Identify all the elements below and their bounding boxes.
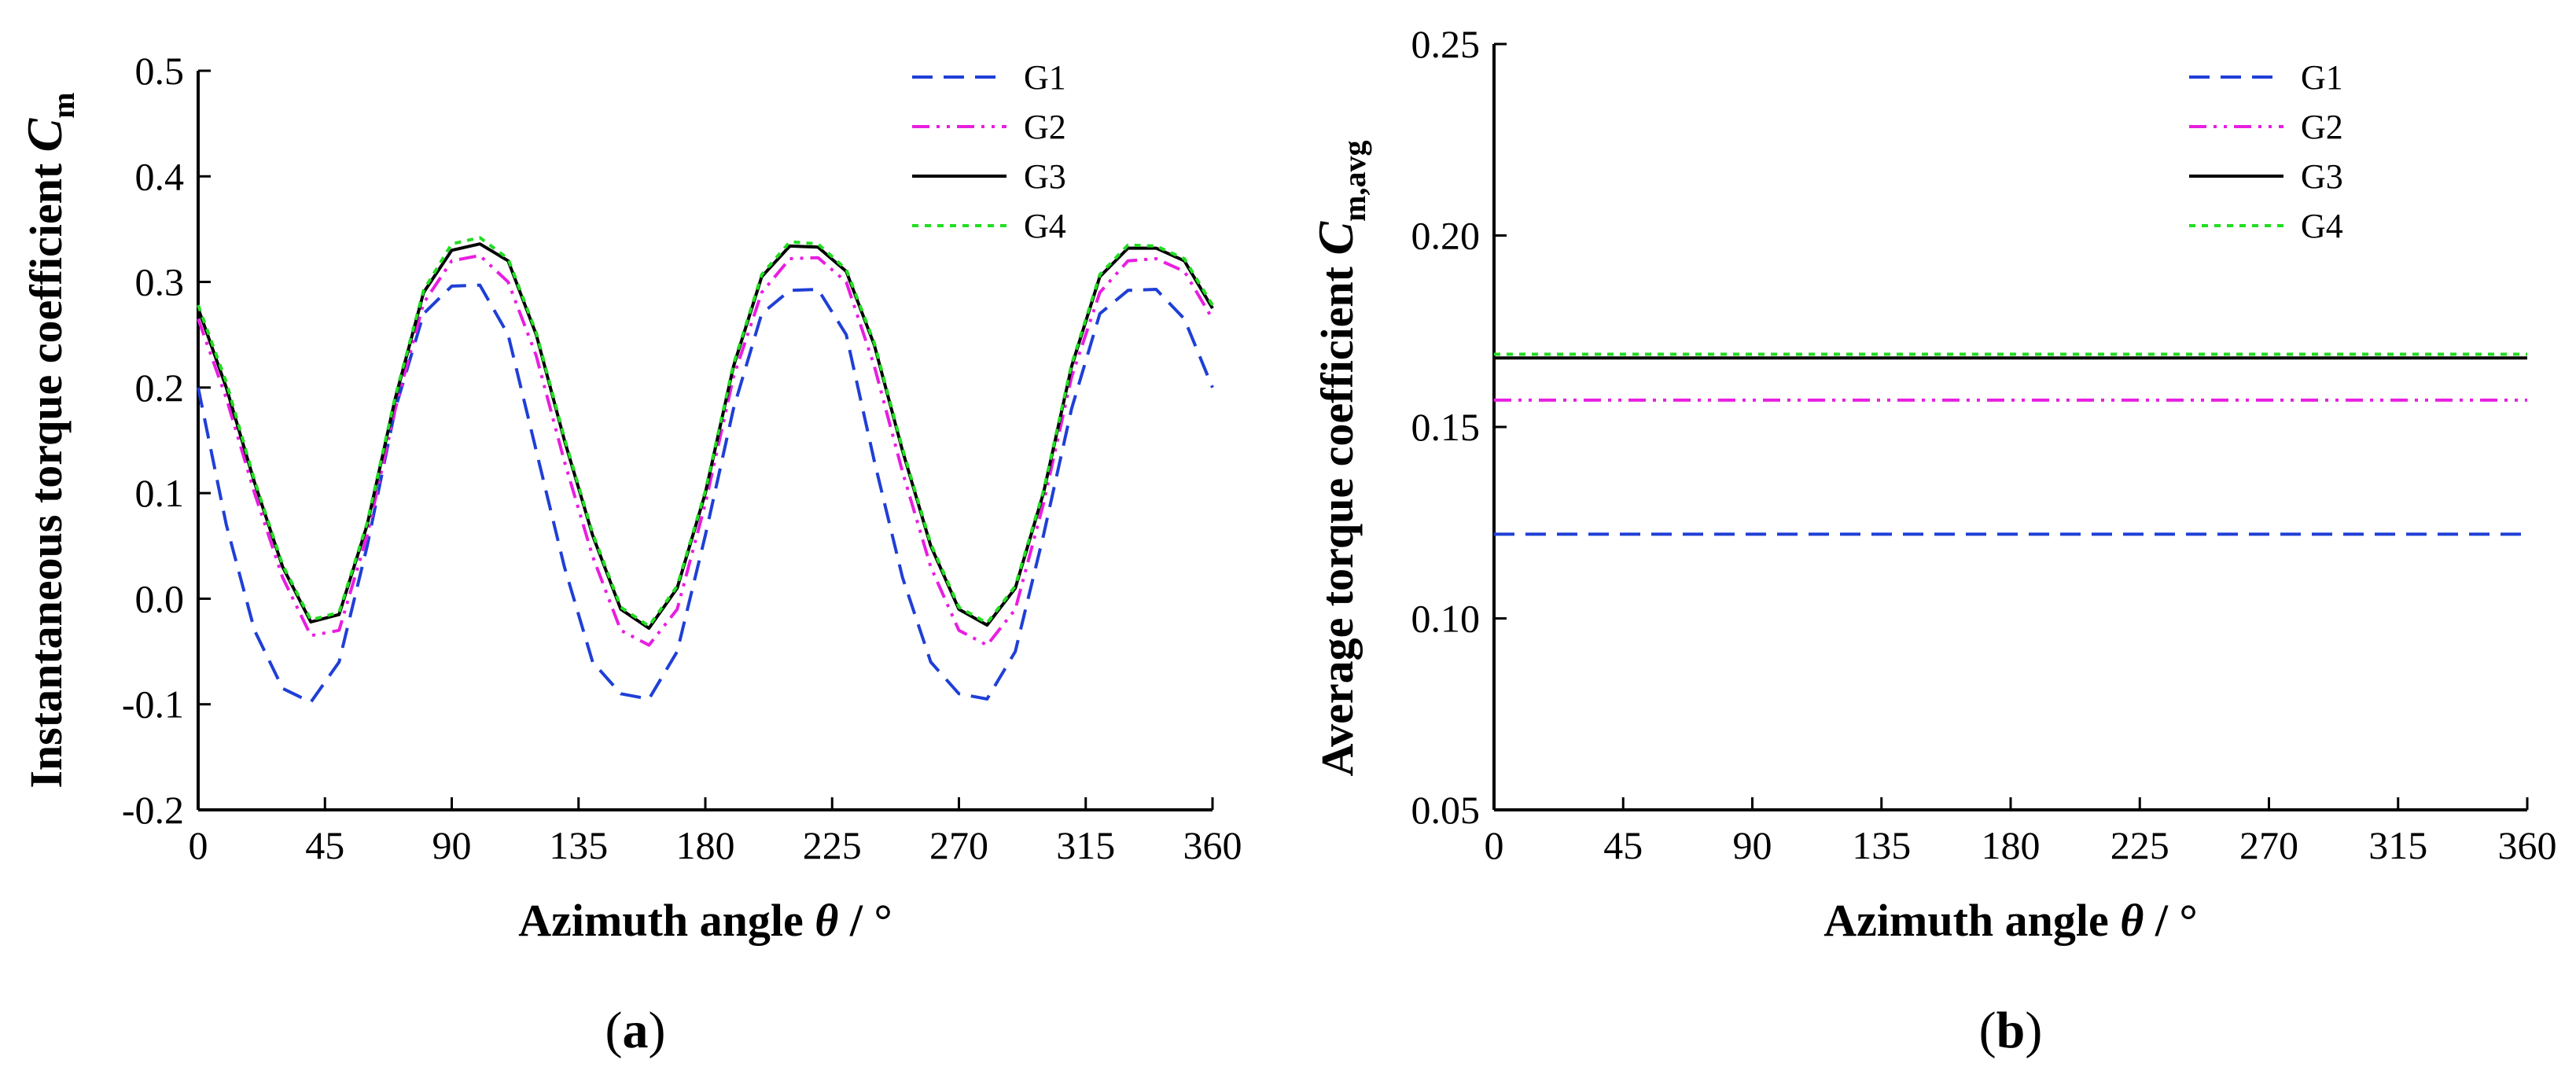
series-line-g1 — [197, 283, 1214, 704]
y-tick-label: -0.2 — [122, 788, 184, 832]
y-axis-title-part: Instantaneous torque coefficient — [20, 152, 72, 788]
y-tick-label: 0.5 — [135, 49, 185, 93]
x-tick-label: 360 — [1183, 823, 1242, 867]
x-tick-label: 270 — [929, 823, 988, 867]
x-tick-label: 315 — [1056, 823, 1115, 867]
y-tick-label: 0.10 — [1411, 597, 1481, 641]
x-axis-title: Azimuth angle θ / ° — [1823, 895, 2197, 946]
y-axis-title-subscript: m — [46, 92, 81, 118]
x-tick-label: 225 — [803, 823, 862, 867]
panel-label-letter: a — [623, 1002, 649, 1059]
y-tick-label: 0.1 — [135, 471, 185, 515]
y-axis-title-part: Average torque coefficient — [1312, 256, 1363, 777]
x-tick-label: 180 — [1982, 823, 2041, 867]
legend-label-g3: G3 — [1024, 157, 1066, 196]
panel-label: (a) — [605, 1002, 666, 1059]
x-axis-title-part: / ° — [2144, 895, 2197, 946]
y-tick-label: 0.3 — [135, 260, 185, 304]
x-axis-title-part: Azimuth angle — [518, 895, 815, 946]
x-tick-label: 315 — [2368, 823, 2427, 867]
chart-panel-a: 0 45 90 135 180 225 270 315 360 -0.2 -0.1 0.0 0.1 0.2… — [17, 49, 1242, 1059]
panel-label: (b) — [1979, 1002, 2043, 1059]
legend: G1 G2 G3 G4 — [2189, 58, 2343, 245]
legend-label-g1: G1 — [1024, 58, 1066, 97]
x-tick-label: 90 — [1733, 823, 1772, 867]
chart-panel-b: 0 45 90 135 180 225 270 315 360 0.05 0.10 0.15 0.20 0… — [1308, 22, 2557, 1059]
legend-label-g4: G4 — [2301, 207, 2343, 245]
legend-label-g4: G4 — [1024, 207, 1066, 245]
y-tick-label: 0.2 — [135, 366, 185, 410]
x-tick-label: 0 — [1485, 823, 1504, 867]
y-axis-title-symbol: C — [1308, 221, 1363, 256]
panel-label-paren: ( — [1979, 1002, 1996, 1059]
y-tick-label: 0.15 — [1411, 405, 1481, 449]
legend-label-g1: G1 — [2301, 58, 2343, 97]
panel-label-paren: ) — [649, 1002, 666, 1059]
x-tick-label: 180 — [676, 823, 735, 867]
y-tick-label: 0.0 — [135, 576, 185, 620]
x-axis-title-part: Azimuth angle — [1823, 895, 2120, 946]
x-tick-label: 45 — [305, 823, 344, 867]
panel-label-letter: b — [1996, 1002, 2026, 1059]
y-axis-title: Instantaneous torque coefficient Cm — [17, 92, 81, 788]
panel-label-paren: ) — [2025, 1002, 2042, 1059]
series-line-g2 — [197, 254, 1214, 647]
y-axis-title: Average torque coefficient Cm,avg — [1308, 141, 1372, 777]
x-tick-label: 90 — [432, 823, 472, 867]
x-tick-label: 45 — [1603, 823, 1643, 867]
legend: G1 G2 G3 G4 — [912, 58, 1066, 245]
x-tick-label: 270 — [2239, 823, 2298, 867]
x-axis-title-part: / ° — [838, 895, 892, 946]
y-tick-label: 0.05 — [1411, 788, 1481, 832]
x-axis-title-symbol: θ — [815, 895, 838, 946]
legend-label-g2: G2 — [1024, 108, 1066, 146]
x-axis-title-symbol: θ — [2120, 895, 2144, 946]
x-tick-label: 360 — [2498, 823, 2557, 867]
y-tick-label: 0.25 — [1411, 22, 1481, 66]
y-tick-label: 0.20 — [1411, 214, 1481, 258]
legend-label-g2: G2 — [2301, 108, 2343, 146]
legend-label-g3: G3 — [2301, 157, 2343, 196]
x-tick-label: 0 — [189, 823, 208, 867]
x-tick-label: 135 — [1852, 823, 1911, 867]
x-axis-title: Azimuth angle θ / ° — [518, 895, 892, 946]
y-axis-title-subscript: m,avg — [1337, 141, 1372, 222]
x-tick-label: 225 — [2110, 823, 2169, 867]
series-line-g4 — [197, 236, 1214, 628]
series-line-g3 — [197, 242, 1214, 630]
y-tick-label: -0.1 — [122, 682, 184, 727]
y-axis-title-symbol: C — [17, 117, 72, 152]
x-tick-label: 135 — [549, 823, 608, 867]
y-tick-label: 0.4 — [135, 154, 185, 198]
panel-label-paren: ( — [605, 1002, 623, 1059]
